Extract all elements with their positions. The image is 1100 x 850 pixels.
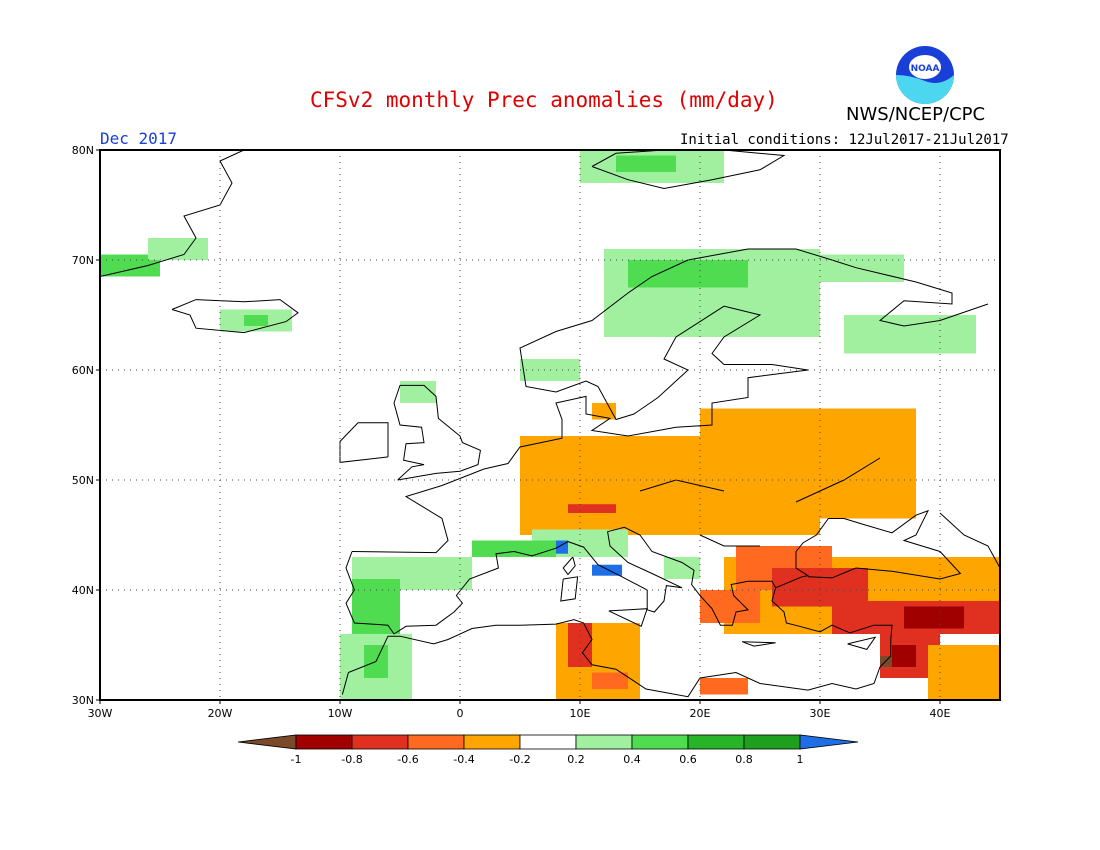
lon-label: 30W [88,707,113,720]
legend-label: -0.4 [453,753,474,766]
lat-label: 50N [72,474,94,487]
coastline [699,534,760,547]
anomaly-region [352,579,400,634]
legend-label: 0.2 [567,753,585,766]
lon-label: 40E [930,707,951,720]
coastline [560,576,579,602]
legend-arrow-high [799,734,859,750]
anomaly-region [520,458,568,480]
coastline [562,556,576,576]
legend-swatch [575,734,633,750]
anomaly-region [472,540,556,557]
anomaly-region [616,155,676,172]
anomaly-region [568,504,616,513]
forecast-month: Dec 2017 [100,129,178,148]
coastline [741,641,776,647]
anomaly-region [928,645,1000,700]
anomaly-cells [100,150,1000,700]
legend-label: -1 [291,753,302,766]
legend-label: -0.8 [341,753,362,766]
legend-swatch [519,734,577,750]
legend-label: 0.4 [623,753,641,766]
coastline [591,149,786,190]
lon-label: 10W [328,707,353,720]
legend-label: -0.6 [397,753,418,766]
anomaly-region [700,590,760,623]
chart-title: CFSv2 monthly Prec anomalies (mm/day) [310,88,778,112]
anomaly-region [592,672,628,689]
legend-label: 0.8 [735,753,753,766]
anomaly-region [904,606,964,629]
anomaly-region [400,381,436,403]
coastline [608,608,648,627]
legend-swatch [407,734,465,750]
lon-label: 30E [810,707,831,720]
coastline [339,422,389,463]
anomaly-region [628,260,748,288]
legend-swatch [351,734,409,750]
coastline [939,512,1001,569]
legend-arrow-low [237,734,297,750]
legend-label: 0.6 [679,753,697,766]
anomaly-region [148,238,208,260]
anomaly-region [664,557,700,579]
color-legend: -1 -0.8 -0.6 -0.4 -0.2 0.2 0.4 0.6 0.8 1 [237,734,859,766]
legend-swatch [631,734,689,750]
lat-label: 80N [72,144,94,157]
lat-label: 70N [72,254,94,267]
lon-label: 10E [570,707,591,720]
coastline [345,509,962,635]
legend-swatch [743,734,801,750]
legend-label: -0.2 [509,753,530,766]
legend-swatch [295,734,353,750]
initial-conditions: Initial conditions: 12Jul2017-21Jul2017 [680,132,1009,148]
noaa-logo-text: NOAA [911,64,940,74]
anomaly-region [796,254,904,282]
anomaly-region [244,315,268,326]
lat-label: 60N [72,364,94,377]
anomaly-region [892,645,916,667]
legend-label: 1 [797,753,804,766]
lon-label: 0 [457,707,464,720]
map-frame [99,149,1001,701]
anomaly-region [100,254,160,277]
agency-label: NWS/NCEP/CPC [846,104,986,125]
anomaly-region [592,564,622,576]
anomaly-region [820,458,916,519]
anomaly-region [700,678,748,695]
coastline [99,149,245,277]
lat-label: 30N [72,694,94,707]
noaa-logo: NOAA [896,46,954,104]
legend-swatch [687,734,745,750]
legend-swatch [463,734,521,750]
coastline [847,636,877,650]
anomaly-region [844,315,976,354]
anomaly-region [592,403,616,420]
lon-label: 20W [208,707,233,720]
coastline [351,248,989,554]
coastline [393,384,481,481]
axis-labels: 30W 20W 10W 0 10E 20E 30E 40E 80N 70N 60N 50N 40N 30N [72,144,951,720]
lon-label: 20E [690,707,711,720]
lat-label: 40N [72,584,94,597]
gridlines [100,150,1000,700]
